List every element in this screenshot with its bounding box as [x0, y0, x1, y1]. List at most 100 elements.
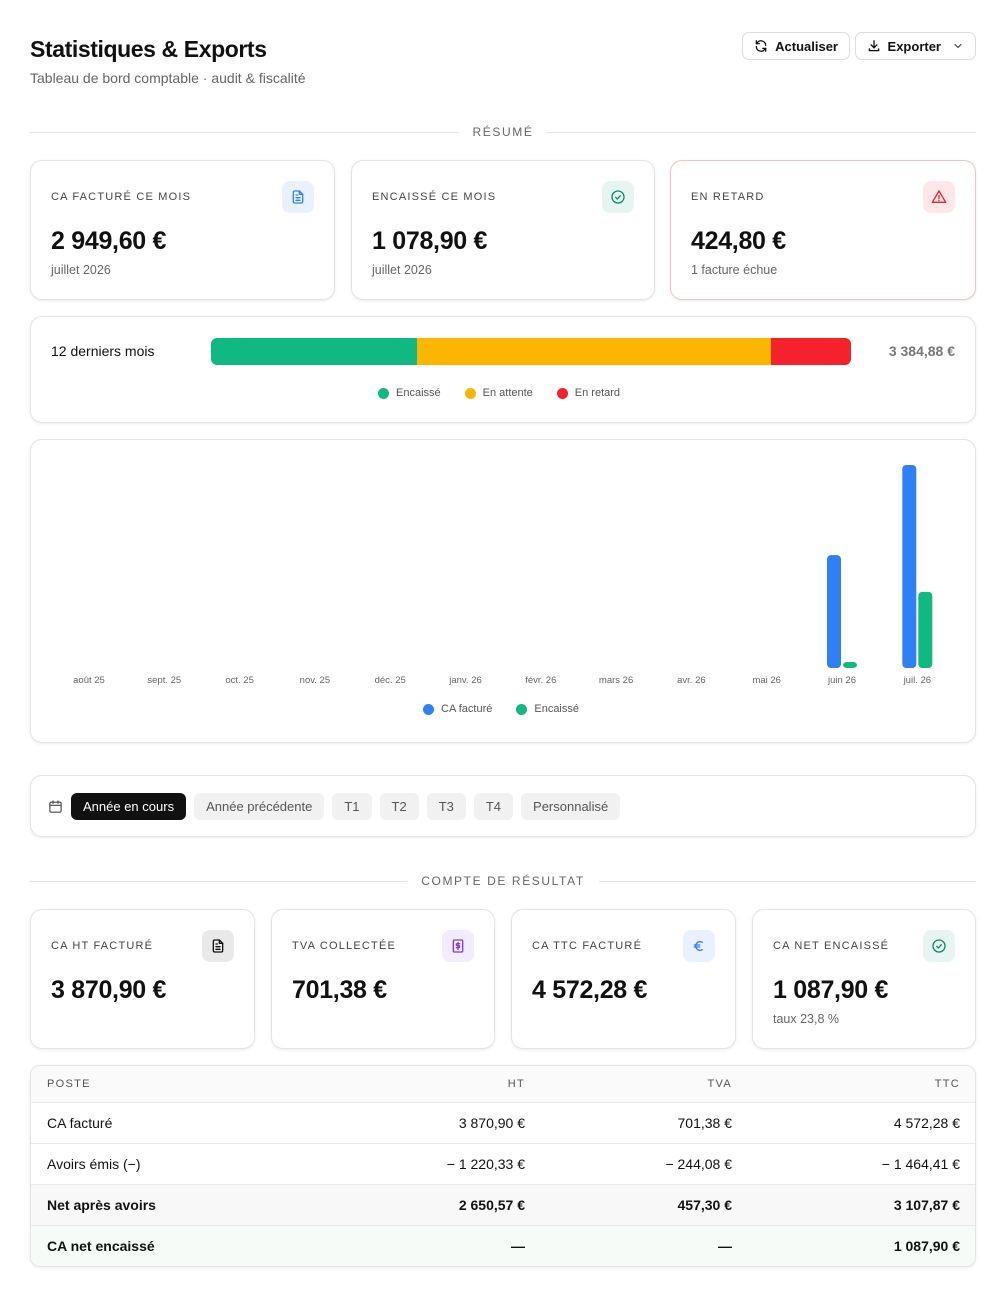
table-cell: — [718, 1238, 732, 1254]
bar-encaisse-11 [918, 591, 933, 668]
table-cell: CA net encaissé [47, 1238, 155, 1254]
check-circle-icon [923, 930, 955, 962]
table-cell: − 244,08 € [665, 1156, 732, 1172]
table-row: CA facturé 3 870,90 € 701,38 € 4 572,28 … [31, 1102, 975, 1143]
kpi-label: CA HT FACTURÉ [51, 940, 154, 952]
x-tick-label: déc. 25 [375, 675, 406, 686]
kpi-label: CA FACTURÉ CE MOIS [51, 191, 192, 203]
bar-segment-en-retard [770, 338, 851, 365]
status-legend: Encaissé En attente En retard [378, 387, 620, 399]
table-cell: 2 650,57 € [458, 1197, 525, 1213]
table-cell: 1 087,90 € [893, 1238, 960, 1254]
refresh-label: Actualiser [775, 38, 838, 54]
period-t1[interactable]: T1 [332, 793, 372, 820]
twelve-months-card: 12 derniers mois 3 384,88 € Encaissé En … [30, 316, 976, 423]
period-personnalise[interactable]: Personnalisé [521, 793, 621, 820]
kpi-value: 2 949,60 € [51, 227, 167, 255]
bar-segment-en-attente [417, 338, 771, 365]
bar-segment-encaisse [211, 338, 418, 365]
column-header: POSTE [47, 1078, 91, 1090]
download-icon [868, 40, 879, 52]
period-t4[interactable]: T4 [473, 793, 514, 820]
chevron-down-icon [954, 44, 962, 48]
kpi-value: 1 078,90 € [372, 227, 488, 255]
kpi-card-ca-net: CA NET ENCAISSÉ 1 087,90 € taux 23,8 % [752, 909, 976, 1049]
kpi-card-tva: TVA COLLECTÉE 701,38 € [271, 909, 495, 1049]
table-cell: 701,38 € [677, 1115, 733, 1131]
chart-legend: CA facturé Encaissé [423, 703, 579, 715]
document-icon [282, 181, 314, 213]
x-tick-label: juil. 26 [903, 675, 931, 686]
table-cell: 4 572,28 € [893, 1115, 960, 1131]
kpi-label: CA TTC FACTURÉ [532, 940, 643, 952]
twelve-months-label: 12 derniers mois [51, 343, 155, 359]
period-t3[interactable]: T3 [426, 793, 466, 820]
table-cell: Net après avoirs [47, 1197, 156, 1213]
refresh-button[interactable]: Actualiser [742, 32, 850, 60]
table-cell: − 1 464,41 € [881, 1156, 960, 1172]
income-table: POSTE HT TVA TTC CA facturé 3 870,90 € 7… [30, 1065, 976, 1267]
x-tick-label: oct. 25 [225, 675, 254, 686]
legend-item-encaisse: Encaissé [378, 387, 441, 399]
income-section-title: COMPTE DE RÉSULTAT [421, 874, 585, 888]
page-subtitle: Tableau de bord comptable · audit & fisc… [30, 70, 306, 86]
kpi-card-ca-ht: CA HT FACTURÉ 3 870,90 € [30, 909, 255, 1049]
check-circle-icon [602, 181, 634, 213]
document-icon [202, 930, 234, 962]
table-cell: − 1 220,33 € [446, 1156, 525, 1172]
column-header: TVA [707, 1078, 732, 1090]
table-cell: 3 107,87 € [893, 1197, 960, 1213]
period-filter-card: Année en cours Année précédente T1 T2 T3… [30, 775, 976, 837]
kpi-label: CA NET ENCAISSÉ [773, 940, 890, 952]
kpi-subtext: 1 facture échue [691, 263, 778, 277]
period-t2[interactable]: T2 [379, 793, 419, 820]
legend-item-en-attente: En attente [464, 387, 533, 399]
table-cell: — [511, 1238, 525, 1254]
bar-ca-facture-10 [827, 555, 841, 668]
kpi-label: ENCAISSÉ CE MOIS [372, 191, 497, 203]
kpi-label: EN RETARD [691, 191, 765, 203]
table-row: CA net encaissé — — 1 087,90 € [31, 1225, 975, 1266]
status-stacked-bar [211, 338, 851, 365]
x-tick-label: janv. 26 [448, 675, 482, 686]
table-cell: 457,30 € [677, 1197, 733, 1213]
warning-triangle-icon [923, 181, 955, 213]
column-header: TTC [934, 1078, 960, 1090]
page-header: Statistiques & Exports Tableau de bord c… [30, 32, 976, 94]
legend-item-encaisse: Encaissé [516, 703, 579, 715]
period-button-group: Année en cours Année précédente T1 T2 T3… [71, 793, 621, 820]
legend-item-ca-facture: CA facturé [423, 703, 492, 715]
kpi-value: 701,38 € [292, 976, 387, 1004]
period-annee-en-cours[interactable]: Année en cours [71, 793, 187, 820]
column-header: HT [507, 1078, 525, 1090]
kpi-card-ca-ttc: CA TTC FACTURÉ 4 572,28 € [511, 909, 736, 1049]
kpi-label: TVA COLLECTÉE [292, 940, 397, 952]
x-tick-label: avr. 26 [677, 675, 706, 686]
x-tick-label: sept. 25 [147, 675, 181, 686]
table-cell: Avoirs émis (−) [47, 1156, 141, 1172]
refresh-icon [755, 40, 767, 52]
legend-item-en-retard: En retard [556, 387, 620, 399]
x-tick-label: août 25 [73, 675, 105, 686]
kpi-value: 1 087,90 € [773, 976, 889, 1004]
kpi-card-en-retard: EN RETARD 424,80 € 1 facture échue [670, 160, 976, 300]
table-cell: 3 870,90 € [458, 1115, 525, 1131]
export-button[interactable]: Exporter [854, 32, 976, 60]
kpi-subtext: juillet 2026 [51, 263, 111, 277]
table-row: Avoirs émis (−) − 1 220,33 € − 244,08 € … [31, 1143, 975, 1184]
table-cell: CA facturé [47, 1115, 113, 1131]
kpi-card-encaisse: ENCAISSÉ CE MOIS 1 078,90 € juillet 2026 [351, 160, 655, 300]
kpi-card-ca-facture: CA FACTURÉ CE MOIS 2 949,60 € juillet 20… [30, 160, 335, 300]
kpi-subtext: taux 23,8 % [773, 1012, 840, 1026]
x-tick-label: juin 26 [827, 675, 856, 686]
kpi-value: 4 572,28 € [532, 976, 648, 1004]
x-tick-label: mai 26 [752, 675, 781, 686]
dollar-receipt-icon [442, 930, 474, 962]
page-title: Statistiques & Exports [30, 36, 267, 62]
monthly-bar-chart: août 25 sept. 25 oct. 25 nov. 25 déc. 25 janv… [31, 465, 975, 686]
period-annee-precedente[interactable]: Année précédente [194, 793, 325, 820]
export-label: Exporter [887, 38, 941, 54]
kpi-value: 3 870,90 € [51, 976, 167, 1004]
summary-divider: RÉSUMÉ [30, 124, 977, 140]
x-tick-label: mars 26 [599, 675, 633, 686]
